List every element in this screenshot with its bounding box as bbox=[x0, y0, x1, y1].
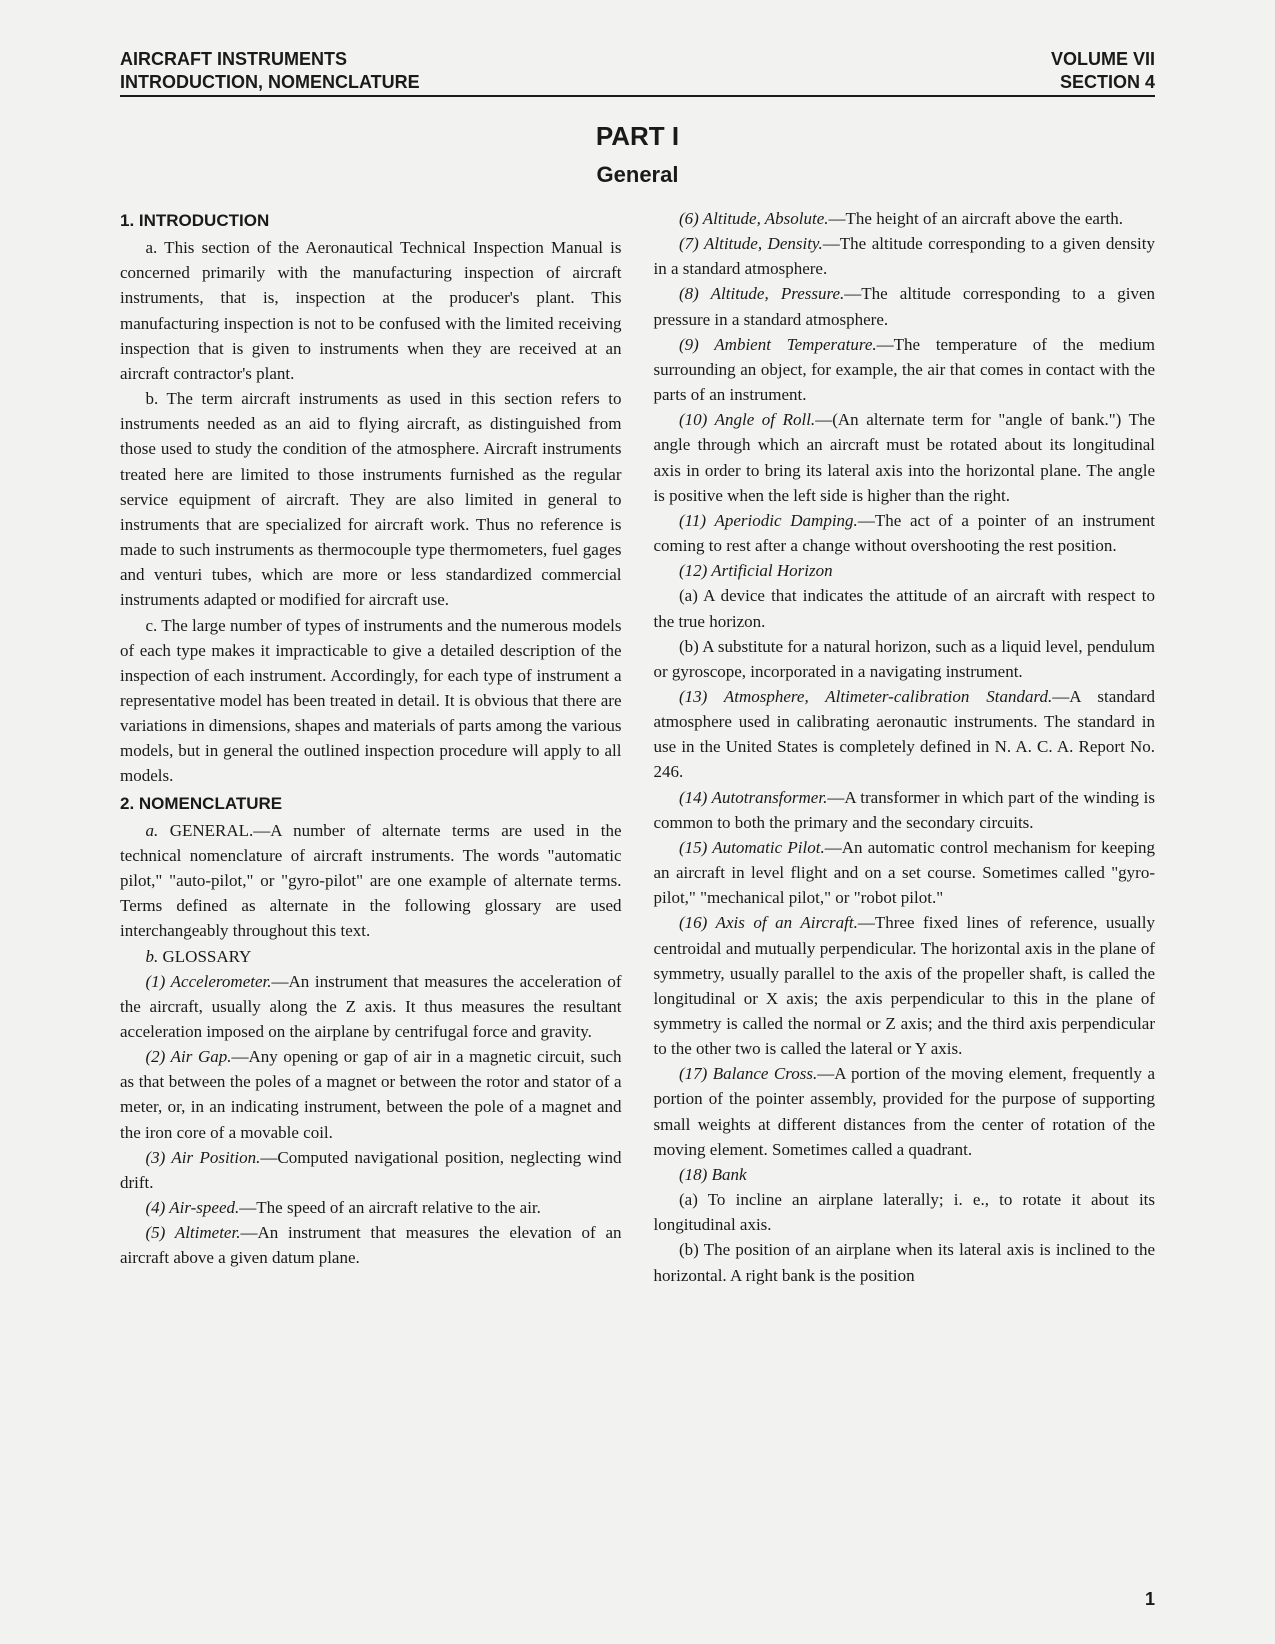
intro-para-c: c. The large number of types of instrume… bbox=[120, 613, 622, 789]
page-number: 1 bbox=[1145, 1589, 1155, 1610]
g1-term: Accelerometer. bbox=[171, 972, 272, 991]
glossary-item-7: (7) Altitude, Density.—The altitude corr… bbox=[654, 231, 1156, 281]
g13-term: Atmosphere, Altimeter-calibration Standa… bbox=[724, 687, 1052, 706]
g4-term: Air-speed. bbox=[169, 1198, 239, 1217]
g11-term: Aperiodic Damping. bbox=[715, 511, 858, 530]
nomen-a-head: GENERAL. bbox=[170, 821, 254, 840]
glossary-item-12a: (a) A device that indicates the attitude… bbox=[654, 583, 1156, 633]
glossary-item-17: (17) Balance Cross.—A portion of the mov… bbox=[654, 1061, 1156, 1162]
g8-num: (8) bbox=[679, 284, 711, 303]
glossary-item-14: (14) Autotransformer.—A transformer in w… bbox=[654, 785, 1156, 835]
g16-term: Axis of an Aircraft. bbox=[716, 913, 858, 932]
g13-num: (13) bbox=[679, 687, 724, 706]
intro-para-a: a. This section of the Aeronautical Tech… bbox=[120, 235, 622, 386]
g16-body: —Three fixed lines of reference, usually… bbox=[654, 913, 1156, 1058]
g3-num: (3) bbox=[146, 1148, 172, 1167]
nomen-b-head: GLOSSARY bbox=[163, 947, 252, 966]
g12-term: Artificial Horizon bbox=[711, 561, 832, 580]
g7-num: (7) bbox=[679, 234, 704, 253]
g15-num: (15) bbox=[679, 838, 712, 857]
g17-term: Balance Cross. bbox=[713, 1064, 817, 1083]
g7-term: Altitude, Density. bbox=[704, 234, 823, 253]
glossary-item-6: (6) Altitude, Absolute.—The height of an… bbox=[654, 206, 1156, 231]
section-2-heading: 2. NOMENCLATURE bbox=[120, 791, 622, 816]
g3-term: Air Position. bbox=[171, 1148, 260, 1167]
glossary-item-1: (1) Accelerometer.—An instrument that me… bbox=[120, 969, 622, 1044]
section-1-heading: 1. INTRODUCTION bbox=[120, 208, 622, 233]
g17-num: (17) bbox=[679, 1064, 713, 1083]
glossary-item-11: (11) Aperiodic Damping.—The act of a poi… bbox=[654, 508, 1156, 558]
header-left-line2: INTRODUCTION, NOMENCLATURE bbox=[120, 71, 420, 94]
glossary-item-13: (13) Atmosphere, Altimeter-calibration S… bbox=[654, 684, 1156, 785]
glossary-item-12b: (b) A substitute for a natural horizon, … bbox=[654, 634, 1156, 684]
g11-num: (11) bbox=[679, 511, 715, 530]
g18-num: (18) bbox=[679, 1165, 712, 1184]
nomen-a-label: a. bbox=[146, 821, 159, 840]
g5-term: Altimeter. bbox=[175, 1223, 241, 1242]
glossary-item-18a: (a) To incline an airplane laterally; i.… bbox=[654, 1187, 1156, 1237]
g14-term: Autotransformer. bbox=[712, 788, 828, 807]
g16-num: (16) bbox=[679, 913, 716, 932]
page-header: AIRCRAFT INSTRUMENTS INTRODUCTION, NOMEN… bbox=[120, 48, 1155, 97]
glossary-item-12: (12) Artificial Horizon bbox=[654, 558, 1156, 583]
header-left: AIRCRAFT INSTRUMENTS INTRODUCTION, NOMEN… bbox=[120, 48, 420, 93]
glossary-item-5: (5) Altimeter.—An instrument that measur… bbox=[120, 1220, 622, 1270]
header-right-line2: SECTION 4 bbox=[1051, 71, 1155, 94]
body-columns: 1. INTRODUCTION a. This section of the A… bbox=[120, 206, 1155, 1288]
g5-num: (5) bbox=[146, 1223, 175, 1242]
intro-para-b: b. The term aircraft instruments as used… bbox=[120, 386, 622, 612]
glossary-item-8: (8) Altitude, Pressure.—The altitude cor… bbox=[654, 281, 1156, 331]
g9-term: Ambient Temperature. bbox=[714, 335, 876, 354]
glossary-item-3: (3) Air Position.—Computed navigational … bbox=[120, 1145, 622, 1195]
glossary-item-9: (9) Ambient Temperature.—The temperature… bbox=[654, 332, 1156, 407]
glossary-item-2: (2) Air Gap.—Any opening or gap of air i… bbox=[120, 1044, 622, 1145]
nomen-b-label: b. bbox=[146, 947, 159, 966]
part-title: PART I bbox=[120, 121, 1155, 152]
glossary-item-10: (10) Angle of Roll.—(An alternate term f… bbox=[654, 407, 1156, 508]
nomenclature-glossary-label: b. GLOSSARY bbox=[120, 944, 622, 969]
g2-num: (2) bbox=[146, 1047, 171, 1066]
glossary-item-15: (15) Automatic Pilot.—An automatic contr… bbox=[654, 835, 1156, 910]
g10-num: (10) bbox=[679, 410, 715, 429]
g6-term: Altitude, Absolute. bbox=[703, 209, 829, 228]
nomenclature-general: a. GENERAL.—A number of alternate terms … bbox=[120, 818, 622, 944]
g1-num: (1) bbox=[146, 972, 171, 991]
g12-num: (12) bbox=[679, 561, 711, 580]
g18-term: Bank bbox=[712, 1165, 747, 1184]
g8-term: Altitude, Pressure. bbox=[711, 284, 845, 303]
glossary-item-16: (16) Axis of an Aircraft.—Three fixed li… bbox=[654, 910, 1156, 1061]
g2-term: Air Gap. bbox=[171, 1047, 232, 1066]
header-left-line1: AIRCRAFT INSTRUMENTS bbox=[120, 48, 420, 71]
glossary-item-4: (4) Air-speed.—The speed of an aircraft … bbox=[120, 1195, 622, 1220]
part-subtitle: General bbox=[120, 162, 1155, 188]
g9-num: (9) bbox=[679, 335, 714, 354]
header-right-line1: VOLUME VII bbox=[1051, 48, 1155, 71]
g15-term: Automatic Pilot. bbox=[712, 838, 824, 857]
header-right: VOLUME VII SECTION 4 bbox=[1051, 48, 1155, 93]
g10-term: Angle of Roll. bbox=[715, 410, 816, 429]
g6-num: (6) bbox=[679, 209, 703, 228]
g14-num: (14) bbox=[679, 788, 712, 807]
glossary-item-18b: (b) The position of an airplane when its… bbox=[654, 1237, 1156, 1287]
g6-body: —The height of an aircraft above the ear… bbox=[829, 209, 1124, 228]
g4-num: (4) bbox=[146, 1198, 170, 1217]
glossary-item-18: (18) Bank bbox=[654, 1162, 1156, 1187]
g4-body: —The speed of an aircraft relative to th… bbox=[239, 1198, 541, 1217]
